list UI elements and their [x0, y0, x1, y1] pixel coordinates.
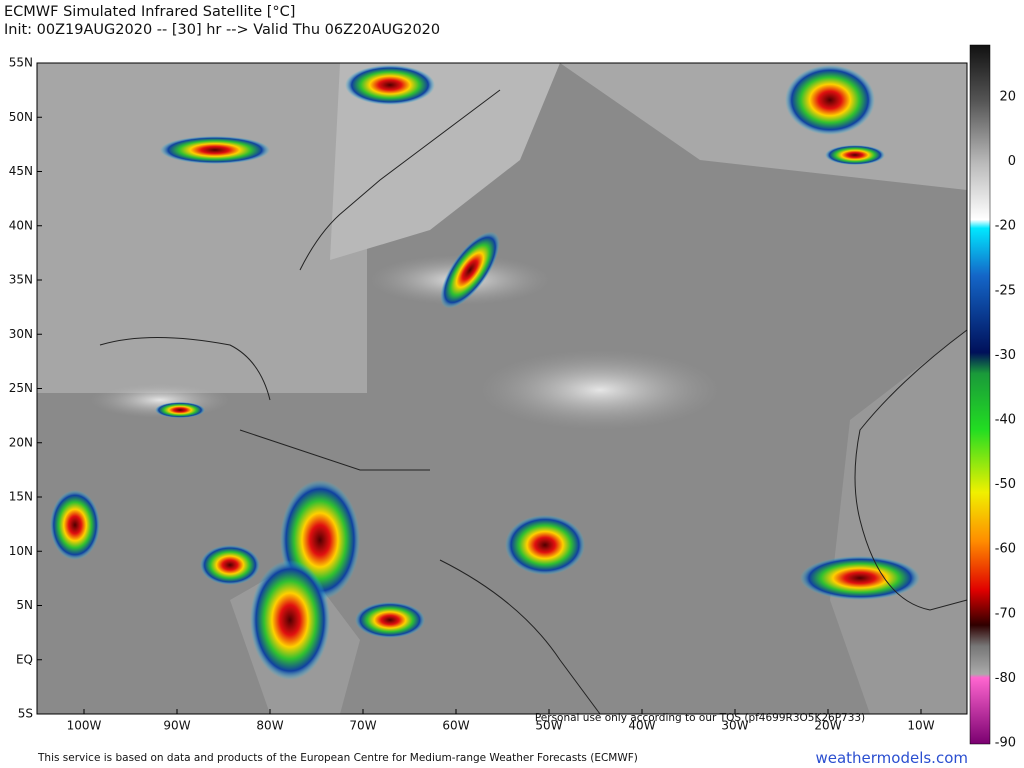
- lat-label: 5S: [18, 707, 33, 721]
- cloud-band: [330, 63, 560, 260]
- footer-credit: This service is based on data and produc…: [38, 752, 638, 764]
- colorbar: [969, 44, 991, 745]
- convection: [505, 515, 585, 575]
- lat-label: 15N: [9, 490, 33, 504]
- cloud: [480, 350, 720, 430]
- lon-label: 40W: [628, 719, 655, 733]
- lon-label: 20W: [814, 719, 841, 733]
- convection: [155, 402, 205, 418]
- lat-label: 10N: [9, 544, 33, 558]
- colorbar-label: 20: [999, 90, 1016, 105]
- convection: [50, 490, 100, 560]
- convection: [160, 136, 270, 164]
- colorbar-label: -90: [995, 736, 1016, 749]
- land-north-america: [37, 63, 367, 393]
- colorbar-label: -20: [995, 219, 1016, 234]
- lon-label: 80W: [256, 719, 283, 733]
- colorbar-label: -30: [995, 348, 1016, 363]
- title: ECMWF Simulated Infrared Satellite [°C]: [4, 4, 296, 20]
- lat-label: 25N: [9, 381, 33, 395]
- lat-label: 5N: [16, 598, 33, 612]
- lon-label: 100W: [67, 719, 102, 733]
- lon-label: 60W: [442, 719, 469, 733]
- convection: [355, 602, 425, 638]
- land-africa: [830, 330, 967, 714]
- lon-label: 10W: [907, 719, 934, 733]
- map-figure: Personal use only according to our TOS (…: [9, 44, 1016, 749]
- lat-label: 30N: [9, 327, 33, 341]
- colorbar-label: -40: [995, 413, 1016, 428]
- convection: [200, 545, 260, 585]
- lat-label: 35N: [9, 273, 33, 287]
- lon-label: 90W: [163, 719, 190, 733]
- subtitle: Init: 00Z19AUG2020 -- [30] hr --> Valid …: [4, 22, 441, 38]
- colorbar-label: -80: [995, 671, 1016, 686]
- lat-label: 20N: [9, 435, 33, 449]
- colorbar-label: -60: [995, 542, 1016, 557]
- convection: [250, 560, 330, 680]
- lat-label: EQ: [16, 652, 33, 666]
- lon-label: 50W: [535, 719, 562, 733]
- colorbar-label: -70: [995, 606, 1016, 621]
- colorbar-label: -25: [995, 283, 1016, 298]
- usage-notice: Personal use only according to our TOS (…: [535, 712, 865, 724]
- lat-label: 55N: [9, 56, 33, 70]
- convection: [345, 65, 435, 105]
- lat-label: 45N: [9, 164, 33, 178]
- colorbar-label: -50: [995, 477, 1016, 492]
- convection: [785, 65, 875, 135]
- lon-label: 30W: [721, 719, 748, 733]
- site-link[interactable]: weathermodels.com: [815, 749, 968, 767]
- colorbar-label: 0: [1008, 154, 1016, 169]
- lat-label: 50N: [9, 110, 33, 124]
- coastline: [99, 89, 968, 715]
- convection: [800, 556, 920, 600]
- lat-label: 40N: [9, 218, 33, 232]
- convection: [440, 231, 500, 309]
- convection: [825, 145, 885, 165]
- lon-label: 70W: [349, 719, 376, 733]
